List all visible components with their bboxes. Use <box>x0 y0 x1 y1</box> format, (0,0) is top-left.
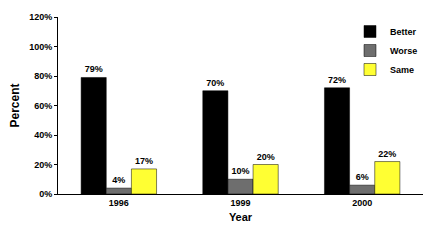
svg-text:1999: 1999 <box>230 198 250 208</box>
svg-text:20%: 20% <box>257 152 275 162</box>
svg-text:Worse: Worse <box>390 46 417 56</box>
svg-text:17%: 17% <box>135 156 153 166</box>
svg-text:0%: 0% <box>39 189 52 199</box>
svg-text:60%: 60% <box>34 101 52 111</box>
svg-text:4%: 4% <box>112 175 125 185</box>
svg-text:70%: 70% <box>206 78 224 88</box>
svg-text:80%: 80% <box>34 71 52 81</box>
svg-text:20%: 20% <box>34 160 52 170</box>
svg-text:6%: 6% <box>356 172 369 182</box>
svg-text:Better: Better <box>390 27 417 37</box>
svg-text:100%: 100% <box>29 42 52 52</box>
svg-text:120%: 120% <box>29 12 52 22</box>
svg-text:10%: 10% <box>231 166 249 176</box>
svg-text:Percent: Percent <box>8 83 22 127</box>
svg-text:22%: 22% <box>378 149 396 159</box>
svg-text:1996: 1996 <box>109 198 129 208</box>
svg-text:Same: Same <box>390 65 414 75</box>
svg-text:2000: 2000 <box>352 198 372 208</box>
svg-text:Year: Year <box>229 211 253 223</box>
svg-text:72%: 72% <box>328 75 346 85</box>
svg-text:40%: 40% <box>34 130 52 140</box>
svg-text:79%: 79% <box>85 64 103 74</box>
